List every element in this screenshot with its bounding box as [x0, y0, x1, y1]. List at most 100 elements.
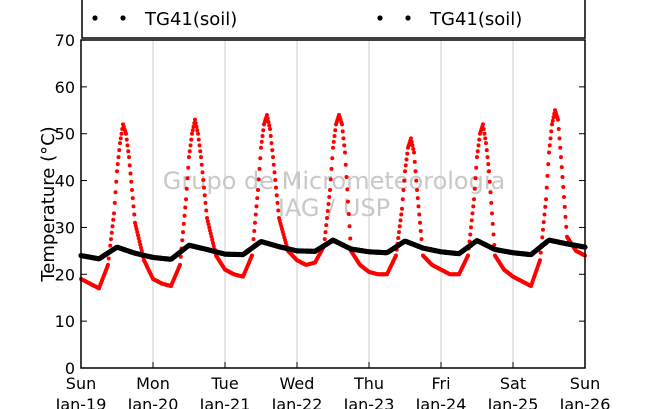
data-point: [186, 165, 191, 170]
data-point: [401, 187, 406, 192]
data-point: [409, 139, 414, 144]
data-point: [134, 226, 139, 231]
legend-marker: [92, 15, 98, 21]
data-point: [484, 141, 488, 146]
data-point: [403, 163, 408, 168]
data-point: [561, 185, 566, 190]
data-point: [541, 220, 546, 225]
legend-entry: TG41(soil): [92, 9, 237, 30]
data-point: [331, 139, 336, 144]
data-point: [205, 219, 210, 224]
data-point: [483, 136, 488, 141]
data-point: [564, 224, 569, 229]
data-point: [346, 199, 350, 204]
data-point: [207, 225, 212, 230]
data-point: [182, 213, 187, 218]
y-tick-label: 70: [55, 31, 75, 50]
x-tick-label-date: Jan-23: [343, 395, 395, 409]
data-point: [563, 214, 568, 219]
data-point: [206, 222, 211, 227]
legend: TG41(soil) TG41(soil): [81, 0, 586, 39]
data-point: [268, 127, 272, 132]
data-point: [472, 186, 477, 191]
data-point: [119, 131, 124, 136]
y-tick-label: 50: [55, 125, 75, 144]
data-point: [268, 134, 273, 139]
data-point: [330, 156, 335, 161]
data-point: [413, 169, 418, 174]
data-point: [184, 186, 189, 191]
data-point: [133, 223, 138, 228]
data-point: [189, 137, 194, 142]
data-point: [203, 200, 208, 205]
data-point: [487, 179, 492, 184]
data-point: [275, 200, 280, 205]
data-point: [543, 204, 548, 209]
data-point: [199, 162, 204, 167]
data-point: [198, 149, 203, 154]
data-point: [417, 212, 422, 217]
data-point: [343, 162, 348, 167]
data-point: [556, 127, 561, 132]
data-point: [258, 156, 263, 161]
data-point: [487, 169, 491, 174]
data-point: [274, 185, 278, 190]
data-point: [209, 234, 214, 239]
data-point: [397, 230, 401, 235]
x-tick-label-date: Jan-22: [271, 395, 323, 409]
data-point: [211, 241, 215, 246]
data-point: [205, 216, 209, 221]
data-point: [409, 136, 413, 141]
x-tick-label-date: Jan-21: [199, 395, 251, 409]
data-point: [558, 145, 563, 150]
data-point: [202, 185, 206, 190]
data-point: [130, 196, 135, 201]
x-tick-label-day: Thu: [353, 374, 384, 393]
y-tick-label: 30: [55, 218, 75, 237]
data-point: [538, 250, 543, 255]
data-point: [346, 211, 351, 216]
data-point: [548, 136, 553, 141]
data-point: [476, 143, 481, 148]
data-point: [545, 173, 550, 178]
data-point: [178, 262, 182, 267]
data-point: [109, 230, 114, 235]
data-point: [541, 227, 545, 232]
data-point: [208, 231, 213, 236]
data-point: [130, 187, 134, 192]
data-point: [265, 116, 270, 121]
x-tick-label-date: Jan-26: [559, 395, 611, 409]
data-point: [250, 253, 254, 258]
data-point: [398, 218, 403, 223]
data-point: [132, 212, 137, 217]
data-point: [556, 117, 560, 122]
data-point: [108, 243, 113, 248]
data-point: [328, 187, 332, 192]
y-axis: 0 10 20 30 40 50 60 70: [55, 31, 585, 378]
data-point: [255, 196, 260, 201]
data-point: [251, 237, 256, 242]
data-point: [343, 150, 347, 155]
x-tick-label-date: Jan-19: [55, 395, 107, 409]
data-point: [269, 141, 274, 146]
data-point: [136, 233, 140, 238]
data-point: [551, 115, 556, 120]
data-point: [547, 143, 552, 148]
x-tick-label-date: Jan-20: [127, 395, 179, 409]
data-point: [399, 212, 404, 217]
data-point: [550, 122, 554, 127]
data-point: [115, 169, 119, 174]
data-point: [184, 197, 188, 202]
grid: [152, 40, 514, 368]
legend-label: TG41(soil): [144, 9, 237, 30]
data-point: [329, 166, 334, 171]
x-tick-label-day: Sun: [66, 374, 96, 393]
data-point: [128, 171, 133, 176]
data-point: [344, 175, 349, 180]
data-point: [342, 143, 347, 148]
data-point: [272, 170, 277, 175]
data-point: [488, 190, 493, 195]
data-point: [347, 224, 352, 229]
data-point: [208, 228, 212, 233]
data-point: [190, 131, 194, 136]
